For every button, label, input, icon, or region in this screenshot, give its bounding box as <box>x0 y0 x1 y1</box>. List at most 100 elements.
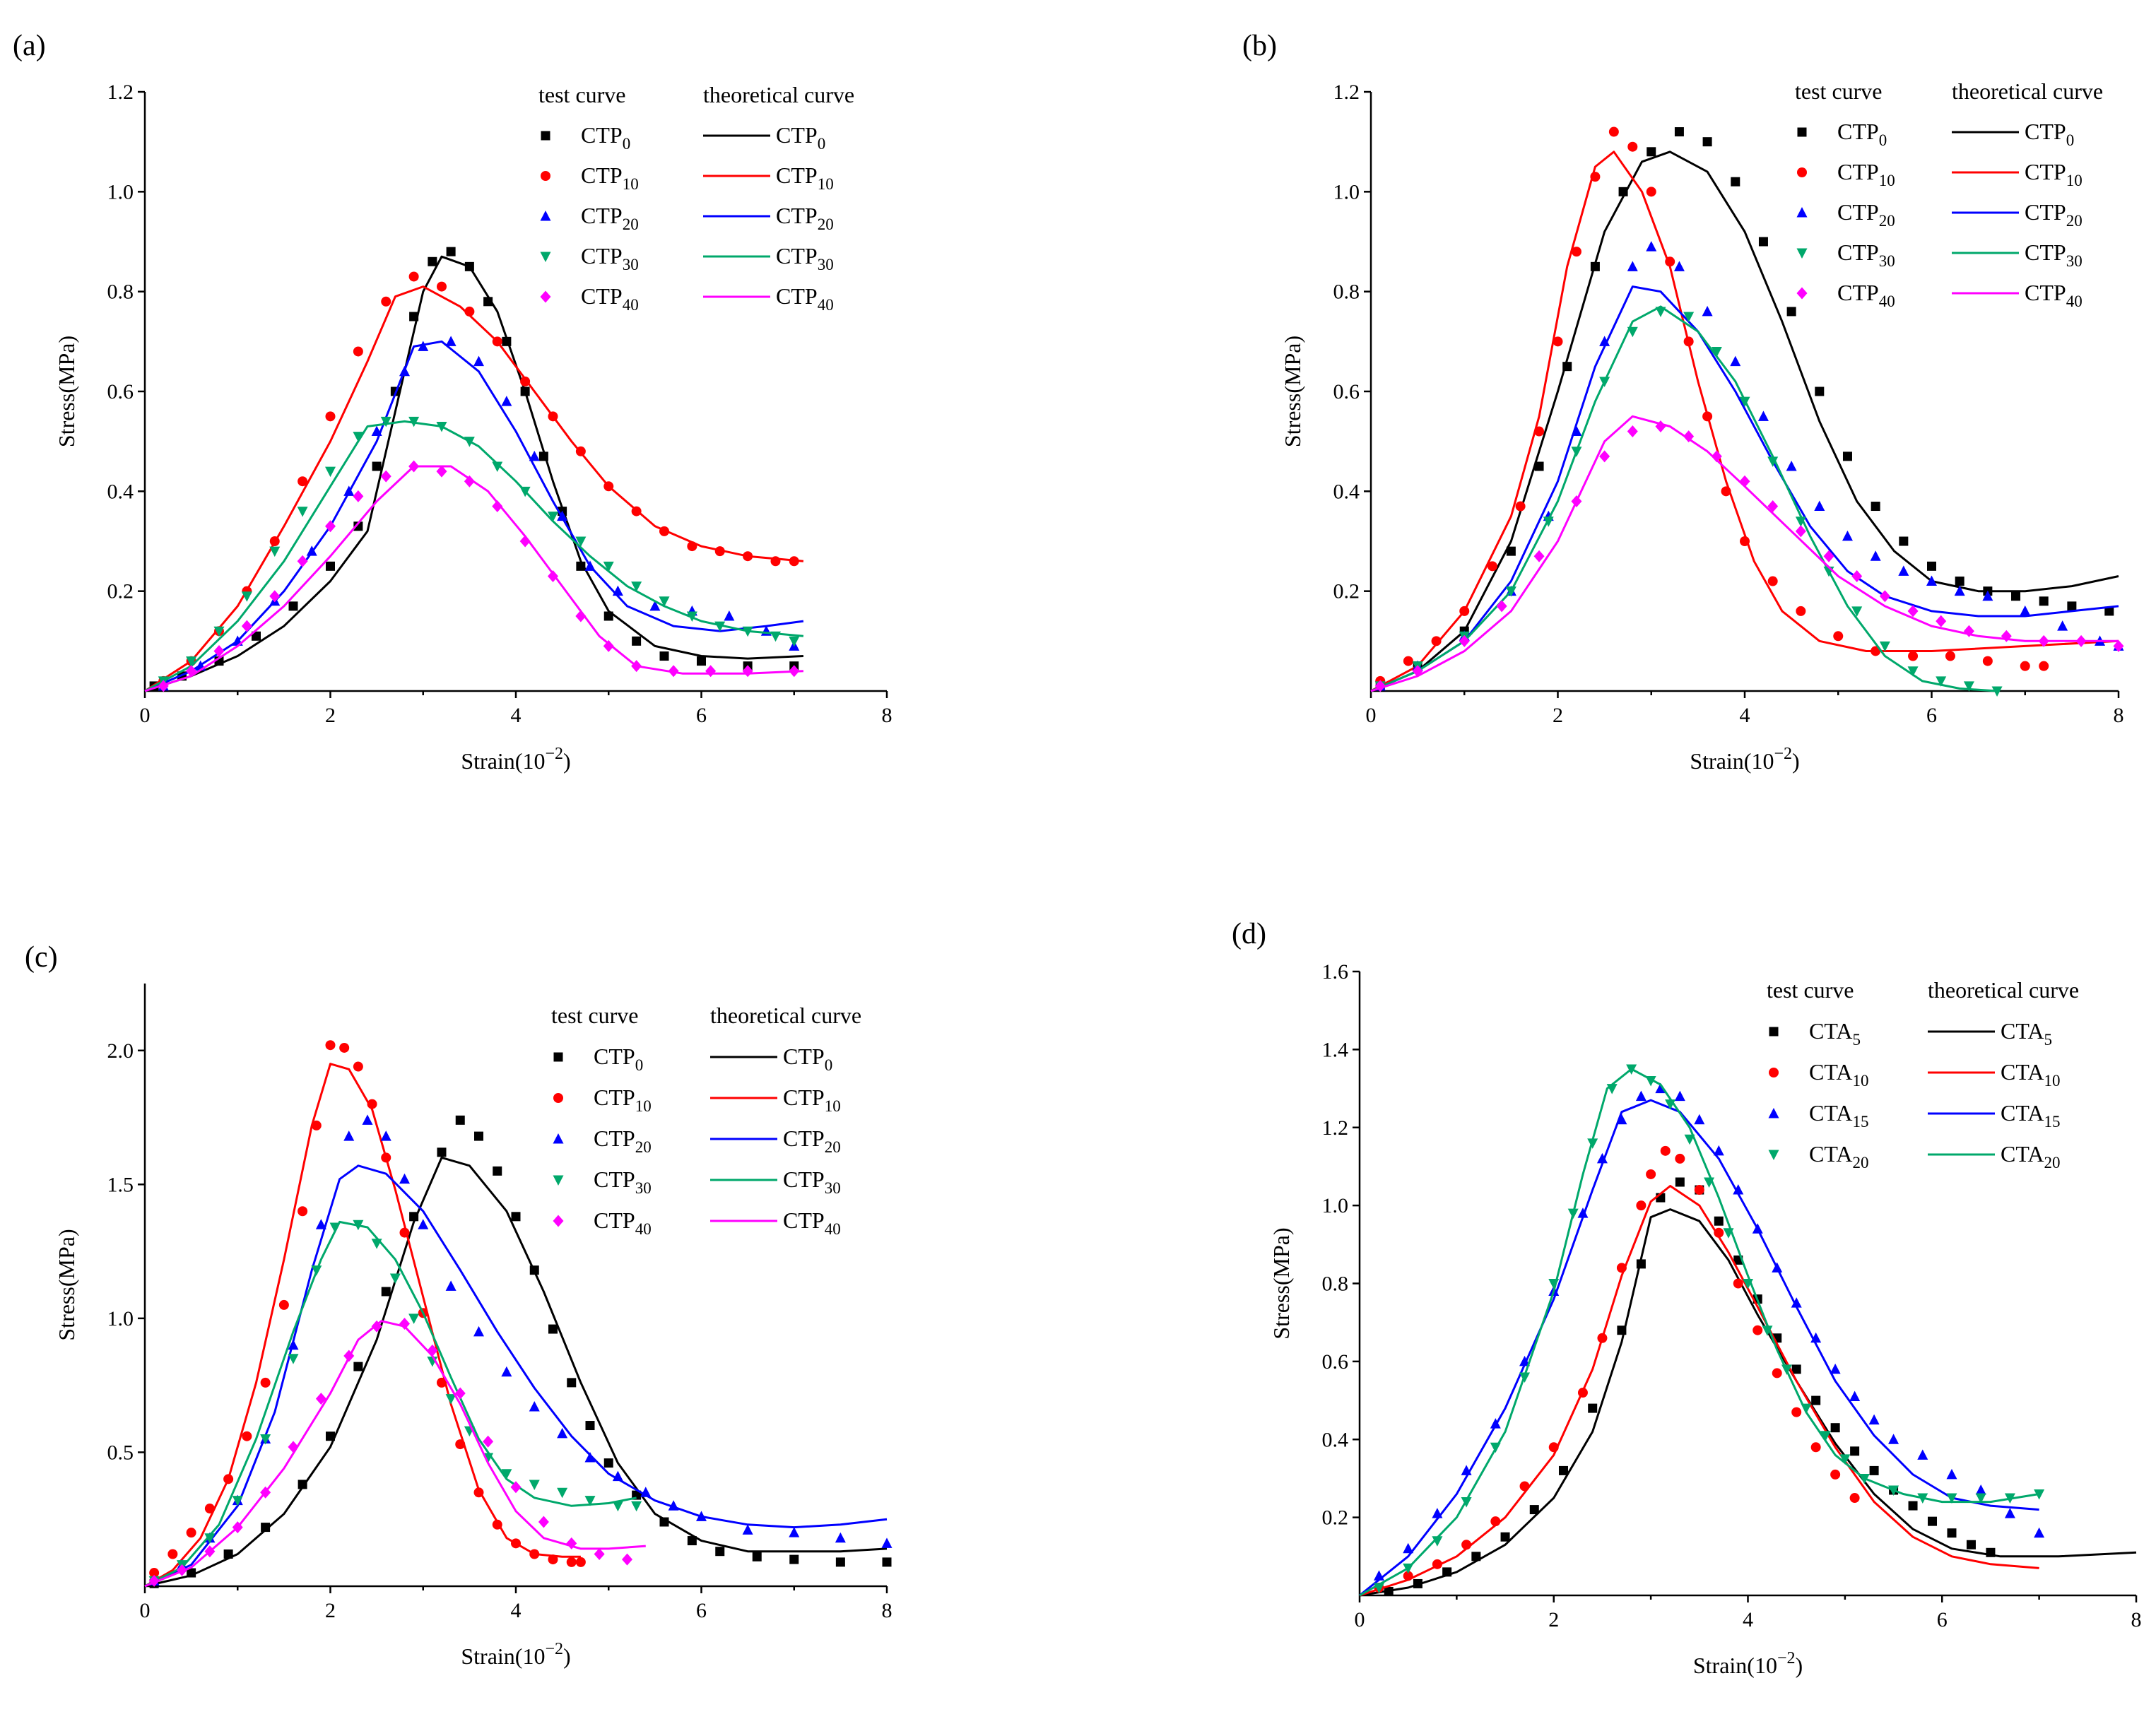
theory-line <box>1370 305 1998 692</box>
test-point <box>1636 1200 1647 1211</box>
legend-entry-sub: 20 <box>825 1138 841 1156</box>
y-tick-label: 0.4 <box>1333 480 1360 503</box>
test-point <box>1908 1501 1918 1511</box>
test-point <box>1384 1586 1394 1596</box>
test-point <box>1851 569 1863 582</box>
test-point <box>789 1527 800 1537</box>
test-point <box>1888 1485 1899 1496</box>
test-point <box>1412 665 1423 678</box>
test-point <box>371 1239 382 1249</box>
legend-entry-sub: 0 <box>623 135 631 153</box>
test-point <box>668 1500 679 1511</box>
test-point <box>445 336 456 346</box>
legend-title-test: test curve <box>1795 78 1883 104</box>
test-point <box>1571 425 1582 437</box>
test-point <box>742 1524 753 1535</box>
x-axis-title-sup: −2 <box>1774 745 1792 763</box>
test-point <box>380 1130 391 1141</box>
x-axis-title-main: Strain(10 <box>461 748 545 774</box>
test-point <box>1373 1583 1384 1593</box>
legend-marker <box>1769 1068 1779 1078</box>
test-point <box>353 1220 364 1231</box>
y-tick-label: 0.8 <box>1333 281 1360 304</box>
test-point <box>1753 1325 1763 1335</box>
test-point <box>204 1545 216 1558</box>
test-point <box>1442 1567 1452 1577</box>
test-point <box>697 656 706 666</box>
test-point <box>575 610 587 622</box>
test-point <box>1519 1481 1530 1492</box>
test-point <box>1618 187 1628 196</box>
test-point <box>1500 1532 1510 1542</box>
test-point <box>1596 1152 1608 1164</box>
legend-entry-sub: 30 <box>818 256 834 273</box>
y-tick-label: 0.6 <box>1333 380 1360 403</box>
test-point <box>1868 1414 1880 1425</box>
test-point <box>158 680 169 692</box>
test-point <box>223 1549 233 1559</box>
test-point <box>252 631 261 641</box>
x-axis-title: Strain(10−2) <box>1690 745 1799 774</box>
test-point <box>1558 1465 1568 1475</box>
test-point <box>881 1537 893 1548</box>
test-point <box>1529 1505 1539 1515</box>
test-point <box>529 1549 540 1559</box>
test-point <box>548 1554 558 1565</box>
test-point <box>1830 1469 1841 1480</box>
test-point <box>743 551 753 562</box>
test-point <box>1553 336 1563 347</box>
x-axis-title-main: Strain(10 <box>461 1643 545 1669</box>
test-point <box>714 546 725 557</box>
test-point <box>1991 686 2003 697</box>
legend-title-test: test curve <box>538 82 626 107</box>
test-point <box>260 1486 271 1499</box>
test-point <box>1606 1084 1618 1094</box>
test-point <box>1461 1465 1472 1475</box>
theory-line <box>1359 1208 2137 1597</box>
test-point <box>1752 1223 1763 1234</box>
test-point <box>1655 1082 1666 1094</box>
test-point <box>492 336 502 347</box>
legend-entry-theory: CTP30 <box>776 243 834 273</box>
test-point <box>1879 590 1890 603</box>
legend-entry-sub: 10 <box>623 175 639 193</box>
legend-entry-base: CTP <box>581 243 623 268</box>
test-point <box>428 256 437 266</box>
legend-entry-sub: 10 <box>635 1097 652 1115</box>
y-tick-label: 0.8 <box>1322 1273 1349 1296</box>
test-point <box>1791 1407 1802 1417</box>
legend-entry-theory: CTP40 <box>783 1208 841 1238</box>
test-point <box>362 1114 373 1125</box>
test-point <box>1577 1388 1588 1398</box>
series-ctp30 <box>144 416 804 692</box>
test-point <box>464 306 475 317</box>
test-point <box>1820 1431 1831 1441</box>
test-point <box>288 1441 299 1453</box>
legend-marker <box>553 1175 564 1186</box>
test-point <box>752 1552 762 1561</box>
legend-entry-sub: 5 <box>2044 1031 2052 1049</box>
test-point <box>353 1362 363 1371</box>
test-point <box>353 521 363 531</box>
test-point <box>548 411 558 422</box>
test-point <box>1675 1153 1685 1164</box>
test-point <box>770 631 781 642</box>
legend-entry-base: CTA <box>1809 1059 1852 1085</box>
test-point <box>288 1354 299 1364</box>
test-point <box>325 1040 336 1051</box>
legend-entry-base: CTP <box>1837 280 1879 305</box>
test-point <box>232 1496 243 1506</box>
x-axis-title: Strain(10−2) <box>461 745 570 774</box>
legend-marker <box>1796 287 1808 300</box>
test-point <box>1811 1395 1821 1405</box>
test-point <box>1730 355 1741 367</box>
test-point <box>603 561 614 572</box>
test-point <box>186 1528 196 1538</box>
y-tick-label: 1.0 <box>107 1307 134 1330</box>
test-point <box>715 1547 725 1557</box>
test-point <box>2020 605 2031 616</box>
test-point <box>1830 1423 1840 1433</box>
x-axis-title: Strain(10−2) <box>461 1640 570 1669</box>
theory-line <box>1359 1185 2039 1597</box>
test-point <box>770 556 781 567</box>
